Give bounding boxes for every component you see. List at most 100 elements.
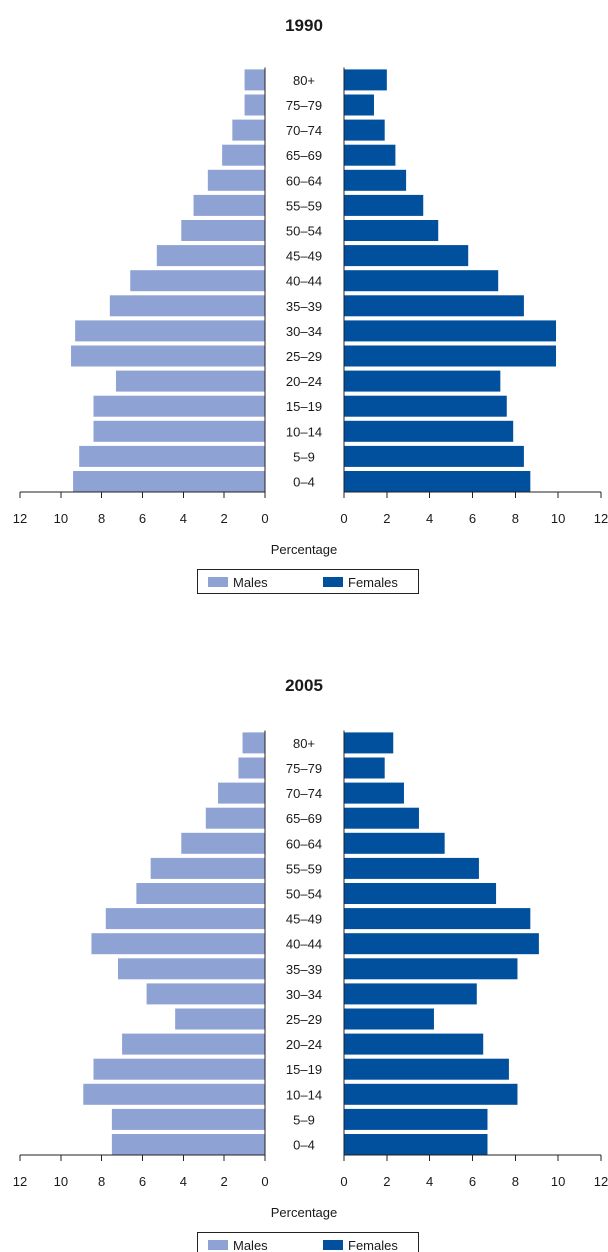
x-tick-label: 0: [261, 1174, 268, 1189]
age-label: 55–59: [286, 198, 322, 213]
x-tick-label: 4: [426, 1174, 433, 1189]
legend-label-females: Females: [348, 575, 398, 590]
age-label: 75–79: [286, 761, 322, 776]
age-label: 25–29: [286, 349, 322, 364]
age-label: 45–49: [286, 912, 322, 927]
bar-females-60–64: [344, 832, 445, 854]
bar-males-45–49: [156, 245, 265, 267]
pyramid-0: 1990 0–4 5–9 10–14 15–19 20–24 25–29 30–34 35–39…: [13, 16, 608, 594]
age-label: 65–69: [286, 811, 322, 826]
age-label: 30–34: [286, 324, 322, 339]
bar-males-15–19: [93, 395, 265, 417]
bar-males-40–44: [91, 933, 265, 955]
bar-females-45–49: [344, 245, 469, 267]
legend: Males Females: [197, 1232, 419, 1252]
bar-males-10–14: [93, 420, 265, 442]
bar-males-70–74: [218, 782, 265, 804]
bar-females-70–74: [344, 782, 404, 804]
bar-females-20–24: [344, 1033, 484, 1055]
bar-females-10–14: [344, 1083, 518, 1105]
bar-females-10–14: [344, 420, 514, 442]
x-tick-label: 2: [221, 1174, 228, 1189]
bar-females-40–44: [344, 270, 499, 292]
bar-females-50–54: [344, 220, 439, 241]
bar-males-65–69: [205, 807, 265, 829]
bar-females-35–39: [344, 958, 518, 980]
age-label: 60–64: [286, 173, 322, 188]
bar-males-0–4: [111, 1134, 265, 1155]
bar-females-30–34: [344, 320, 557, 342]
x-tick-label: 6: [469, 1174, 476, 1189]
x-tick-label: 12: [13, 1174, 27, 1189]
x-tick-label: 10: [54, 1174, 68, 1189]
age-label: 25–29: [286, 1012, 322, 1027]
bar-males-80+: [242, 732, 265, 754]
x-axis-label: Percentage: [271, 1205, 338, 1220]
age-label: 10–14: [286, 424, 322, 439]
bar-females-75–79: [344, 757, 385, 779]
x-axis-label: Percentage: [271, 542, 338, 557]
bar-females-25–29: [344, 345, 557, 367]
bar-males-10–14: [83, 1083, 266, 1105]
pyramid-1: 2005 0–4 5–9 10–14 15–19 20–24 25–29 30–34 35–39…: [13, 676, 608, 1252]
bar-females-5–9: [344, 445, 524, 467]
age-label: 20–24: [286, 374, 322, 389]
bar-females-50–54: [344, 883, 497, 904]
x-tick-label: 12: [13, 511, 27, 526]
bar-males-5–9: [79, 445, 265, 467]
age-label: 55–59: [286, 861, 322, 876]
bar-females-80+: [344, 732, 394, 754]
x-tick-label: 6: [139, 511, 146, 526]
x-tick-label: 2: [221, 511, 228, 526]
x-tick-label: 8: [98, 511, 105, 526]
x-tick-label: 0: [261, 511, 268, 526]
bar-males-50–54: [181, 220, 265, 241]
bar-males-55–59: [150, 857, 265, 879]
age-label: 30–34: [286, 987, 322, 1002]
age-label: 40–44: [286, 937, 322, 952]
age-label: 10–14: [286, 1087, 322, 1102]
age-label: 70–74: [286, 786, 322, 801]
bar-females-55–59: [344, 857, 479, 879]
legend: Males Females: [197, 569, 419, 594]
x-tick-label: 8: [512, 1174, 519, 1189]
x-tick-label: 6: [469, 511, 476, 526]
bar-females-75–79: [344, 94, 374, 116]
bar-females-60–64: [344, 169, 407, 191]
x-tick-label: 12: [594, 511, 608, 526]
legend-box: [197, 1232, 419, 1252]
x-tick-label: 2: [383, 1174, 390, 1189]
bar-females-80+: [344, 69, 387, 91]
age-label: 50–54: [286, 887, 322, 902]
chart-title: 2005: [285, 676, 323, 695]
bar-males-70–74: [232, 119, 265, 141]
bar-males-5–9: [111, 1108, 265, 1130]
age-label: 40–44: [286, 274, 322, 289]
age-label: 5–9: [293, 449, 315, 464]
bar-males-55–59: [193, 194, 265, 216]
bar-males-75–79: [244, 94, 265, 116]
bar-males-30–34: [75, 320, 265, 342]
bar-males-20–24: [122, 1033, 265, 1055]
x-tick-label: 8: [512, 511, 519, 526]
bar-males-60–64: [181, 832, 265, 854]
bar-males-75–79: [238, 757, 265, 779]
bar-females-70–74: [344, 119, 385, 141]
bar-females-55–59: [344, 194, 424, 216]
bar-females-25–29: [344, 1008, 434, 1030]
legend-swatch-males: [208, 1240, 228, 1250]
x-tick-label: 12: [594, 1174, 608, 1189]
legend-swatch-males: [208, 577, 228, 587]
bar-females-65–69: [344, 144, 396, 166]
age-label: 15–19: [286, 399, 322, 414]
x-tick-label: 10: [551, 511, 565, 526]
bar-females-65–69: [344, 807, 419, 829]
bar-males-60–64: [207, 169, 265, 191]
age-label: 75–79: [286, 98, 322, 113]
x-tick-label: 4: [180, 511, 187, 526]
age-label: 60–64: [286, 836, 322, 851]
bar-males-20–24: [115, 370, 265, 392]
age-label: 70–74: [286, 123, 322, 138]
x-tick-label: 8: [98, 1174, 105, 1189]
bar-females-45–49: [344, 908, 531, 930]
